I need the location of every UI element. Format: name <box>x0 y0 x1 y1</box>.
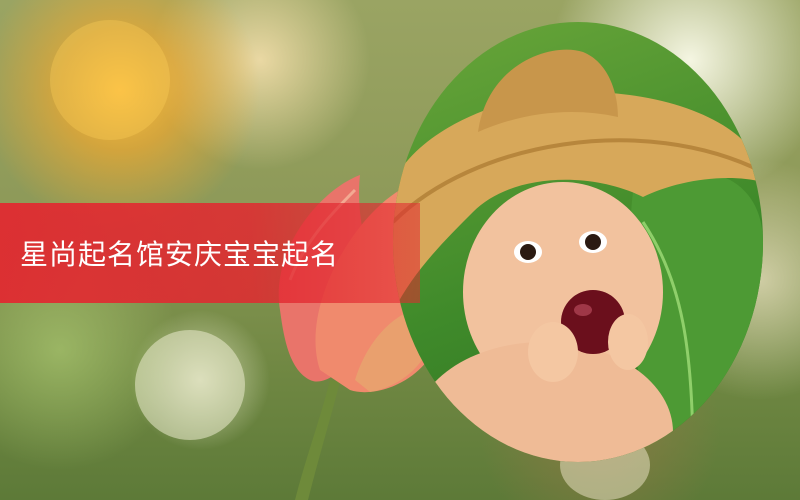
straw-hat-crown <box>478 49 618 132</box>
baby-portrait-photo <box>393 22 763 462</box>
baby-pupil <box>585 234 601 250</box>
plum-highlight <box>574 304 592 316</box>
baby-illustration <box>393 49 763 462</box>
tulip-stem <box>295 380 340 500</box>
title-banner <box>0 203 420 303</box>
straw-hat-weave <box>393 138 763 224</box>
straw-hat-brim <box>393 92 763 312</box>
baby-pupil <box>520 244 536 260</box>
banner-title: 星尚起名馆安庆宝宝起名 <box>20 238 340 271</box>
baby-hand <box>528 322 578 382</box>
bokeh-circle <box>135 330 245 440</box>
bokeh-circle <box>50 20 170 140</box>
baby-hand <box>608 314 648 370</box>
